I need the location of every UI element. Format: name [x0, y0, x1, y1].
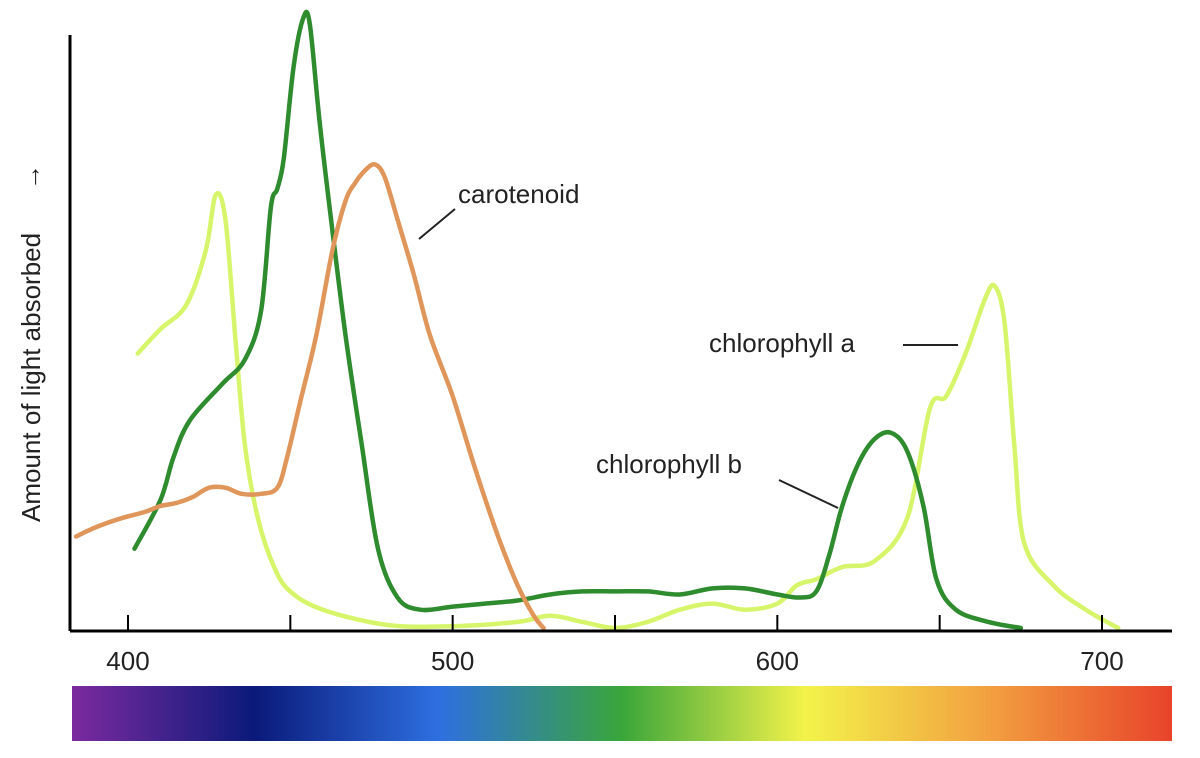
- x-tick-label: 700: [1080, 646, 1123, 676]
- chlorophyll-a-label: chlorophyll a: [709, 328, 856, 358]
- chlorophyll-b-label: chlorophyll b: [596, 449, 742, 479]
- x-ticks: 400 500 600 700: [106, 615, 1124, 676]
- x-tick-label: 600: [756, 646, 799, 676]
- y-axis-label: Amount of light absorbed: [16, 233, 46, 522]
- chlorophyll-a-curve: [135, 191, 1121, 631]
- y-axis-label-group: Amount of light absorbed →: [16, 164, 46, 522]
- x-tick-label: 400: [106, 646, 149, 676]
- chlorophyll-b-curve: [132, 9, 1024, 631]
- x-tick-label: 500: [431, 646, 474, 676]
- carotenoid-curve: [73, 162, 546, 631]
- carotenoid-label: carotenoid: [458, 179, 579, 209]
- chlorophyll-b-leader-line: [778, 479, 839, 509]
- y-axis-arrow: →: [16, 164, 46, 190]
- carotenoid-leader-line: [418, 208, 456, 240]
- visible-spectrum-bar: [72, 686, 1172, 741]
- series-curves: [73, 9, 1121, 631]
